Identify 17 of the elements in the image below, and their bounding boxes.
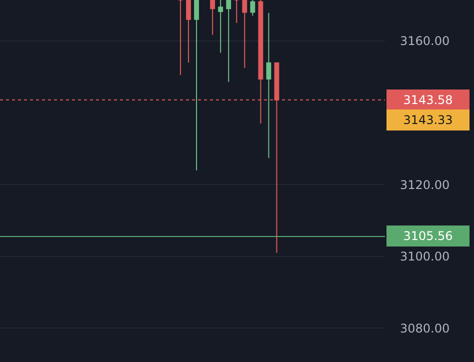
candlestick	[210, 0, 216, 36]
candlestick	[194, 0, 199, 171]
candlestick	[226, 0, 232, 82]
y-tick-label: 3100.00	[400, 250, 450, 264]
text: 3143.33	[403, 113, 453, 127]
candlestick	[218, 0, 224, 54]
y-tick-label: 3160.00	[400, 34, 450, 48]
candlestick	[242, 0, 248, 68]
candlestick	[186, 0, 191, 63]
candlestick	[234, 0, 240, 24]
y-tick-label: 3080.00	[400, 321, 450, 336]
candlestick	[250, 0, 256, 16]
ref-line-label: 3143.58	[403, 93, 453, 107]
candlestick	[266, 12, 272, 159]
y-tick-label: 3120.00	[400, 178, 450, 192]
candlestick	[178, 0, 183, 76]
ref-line-label: 3105.56	[403, 229, 453, 243]
